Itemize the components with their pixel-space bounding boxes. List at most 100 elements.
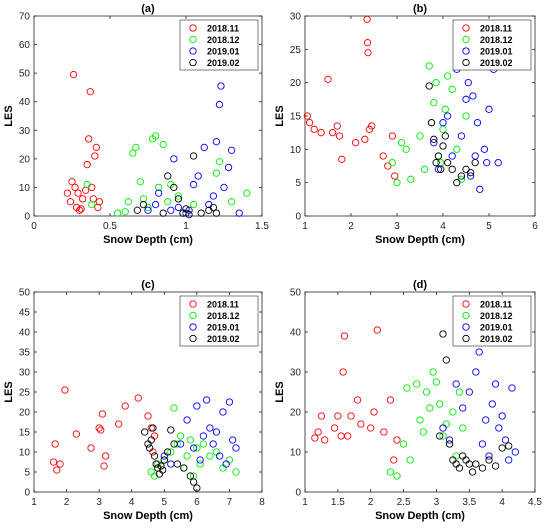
- data-point: [51, 440, 59, 448]
- data-point: [174, 195, 183, 203]
- legend-marker: [189, 311, 197, 320]
- y-tick-label: 10: [290, 448, 302, 459]
- data-point: [321, 436, 329, 444]
- data-point: [83, 160, 91, 169]
- data-point: [462, 95, 470, 103]
- data-point: [147, 436, 155, 444]
- data-point: [430, 135, 438, 143]
- data-point: [464, 79, 472, 87]
- data-point: [206, 452, 214, 460]
- data-point: [49, 458, 58, 466]
- legend-marker: [462, 311, 470, 320]
- data-point: [317, 412, 326, 420]
- data-point: [439, 424, 447, 432]
- data-point: [483, 159, 491, 167]
- y-tick-label: 40: [290, 328, 302, 339]
- legend-label: 2019.01: [480, 47, 513, 57]
- data-point: [452, 380, 460, 388]
- legend-label: 2019.01: [207, 47, 240, 57]
- data-point: [193, 444, 201, 452]
- data-point: [183, 416, 191, 424]
- data-point: [164, 172, 172, 180]
- data-point: [403, 384, 411, 392]
- legend-label: 2018.12: [480, 311, 513, 321]
- data-point: [173, 460, 181, 468]
- panel-4: 1 1.5 2 2.5 3 3.5 4 4.5 0 10 20 30 40 50 (d) Snow Depth…: [274, 279, 542, 522]
- data-point: [498, 444, 506, 452]
- data-point: [199, 432, 208, 440]
- series-2018-11: [303, 15, 399, 180]
- legend-label: 2018.12: [480, 35, 513, 45]
- y-tick-label: 40: [19, 328, 31, 339]
- legend-box: [179, 19, 259, 71]
- x-axis-label: Snow Depth (cm): [375, 234, 465, 246]
- data-point: [186, 436, 194, 444]
- data-point: [133, 206, 142, 214]
- data-point: [453, 145, 461, 153]
- data-point: [189, 200, 198, 209]
- data-point: [167, 448, 175, 456]
- x-tick-label: 1: [31, 497, 37, 508]
- series-2019-01: [160, 396, 240, 468]
- y-tick-label: 10: [290, 145, 302, 156]
- legend-box: [452, 19, 532, 71]
- data-point: [149, 424, 157, 432]
- data-point: [134, 394, 142, 402]
- panel-2: 1 2 3 4 5 6 0 5 10 15 20 25 30 (b) Snow Depth (cm) LES 2…: [274, 3, 538, 246]
- legend-label: 2019.02: [480, 334, 513, 344]
- legend-label: 2018.11: [480, 24, 512, 34]
- data-point: [340, 332, 349, 340]
- data-point: [189, 444, 198, 452]
- x-tick-label: 3: [434, 497, 440, 508]
- data-point: [335, 132, 344, 140]
- data-point: [167, 206, 175, 214]
- data-point: [434, 152, 443, 160]
- data-point: [189, 478, 198, 486]
- data-point: [160, 456, 168, 464]
- data-point: [150, 452, 159, 460]
- data-point: [363, 39, 372, 47]
- chart-title: (b): [413, 3, 427, 15]
- data-point: [229, 436, 237, 444]
- data-point: [472, 368, 480, 376]
- data-point: [180, 464, 188, 472]
- series-2019-02: [436, 330, 513, 476]
- data-point: [176, 432, 185, 440]
- data-point: [344, 432, 352, 440]
- data-point: [485, 456, 493, 464]
- data-point: [314, 428, 322, 436]
- x-tick-label: 8: [259, 497, 265, 508]
- legend-label: 2019.01: [207, 323, 240, 333]
- data-point: [56, 460, 64, 468]
- y-axis-label: LES: [274, 105, 286, 126]
- y-tick-label: 35: [19, 348, 31, 359]
- data-point: [243, 189, 251, 197]
- legend-marker: [189, 334, 197, 343]
- data-point: [391, 172, 399, 180]
- data-point: [416, 416, 424, 424]
- data-point: [217, 82, 225, 90]
- data-point: [113, 209, 122, 217]
- data-point: [159, 209, 167, 217]
- data-point: [436, 400, 444, 408]
- y-tick-label: 15: [290, 112, 302, 123]
- data-point: [163, 448, 172, 456]
- data-point: [72, 430, 80, 438]
- data-point: [328, 129, 337, 137]
- x-tick-label: 5: [162, 497, 168, 508]
- data-point: [449, 408, 457, 416]
- data-point: [330, 424, 339, 432]
- data-point: [121, 402, 129, 410]
- x-tick-label: 4: [440, 221, 446, 232]
- legend-marker: [462, 24, 470, 32]
- data-point: [145, 444, 154, 452]
- series-2018-11: [311, 326, 401, 464]
- data-point: [459, 424, 467, 432]
- chart-title: (a): [141, 3, 155, 15]
- series-2018-11: [63, 70, 104, 214]
- series-2019-01: [439, 348, 519, 464]
- series-2019-02: [141, 424, 201, 492]
- data-point: [124, 198, 132, 206]
- data-point: [132, 143, 140, 152]
